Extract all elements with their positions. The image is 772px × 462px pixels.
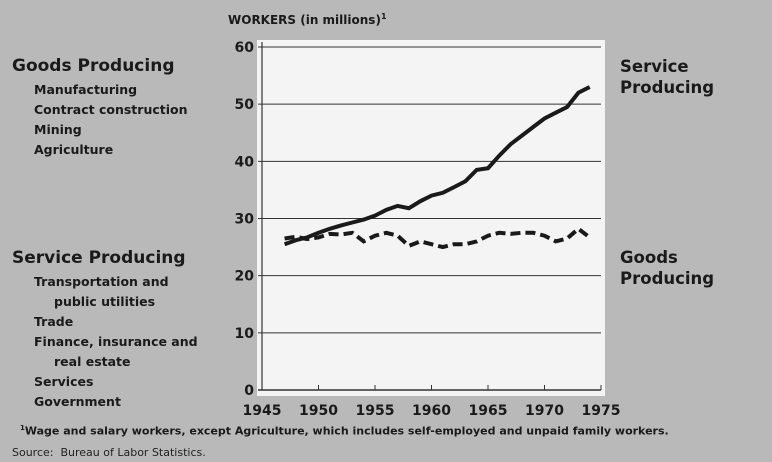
group-item: Services [34,374,94,389]
service-group: Service Producing Transportation and publ… [12,248,214,412]
x-tick-label: 1955 [356,403,395,419]
series-label: Service Producing [620,57,715,97]
group-item: Finance, insurance and real estate [34,334,198,369]
goods-group: Goods Producing Manufacturing Contract con… [12,56,214,160]
x-tick-label: 1960 [412,403,451,419]
source: Source: Bureau of Labor Statistics. [12,446,206,459]
x-tick-label: 1970 [525,403,564,419]
group-title: Goods Producing [12,56,175,76]
group-item: Manufacturing [34,82,138,97]
series-line [284,226,591,250]
series-label: Goods Producing [620,248,715,288]
footnote-marker: 1 [20,424,25,432]
footnote-text: Wage and salary workers, except Agricult… [24,424,669,438]
x-tick-label: 1975 [582,403,621,419]
group-item: Trade [34,314,74,329]
x-tick-label: 1965 [469,403,508,419]
series-line [283,85,591,247]
y-label-note: 1 [381,12,387,21]
y-tick-label: 10 [235,326,255,342]
group-title: Service Producing [12,248,186,268]
group-item: Mining [34,122,82,137]
footnote: 1Wage and salary workers, except Agricul… [20,424,669,438]
y-tick-label: 20 [235,269,255,285]
y-tick-label: 0 [244,383,254,399]
group-item: Contract construction [34,102,188,117]
y-axis-label: WORKERS (in millions)1 [228,12,387,27]
y-tick-label: 50 [235,97,255,113]
y-tick-label: 30 [235,212,255,228]
group-item: Agriculture [34,142,114,157]
y-tick-label: 60 [235,40,255,56]
x-tick-label: 1945 [243,403,282,419]
group-item: Government [34,394,121,409]
group-item: Transportation and public utilities [34,274,169,309]
y-label: WORKERS (in millions) [228,13,381,27]
y-tick-label: 40 [235,154,255,170]
x-tick-label: 1950 [299,403,338,419]
